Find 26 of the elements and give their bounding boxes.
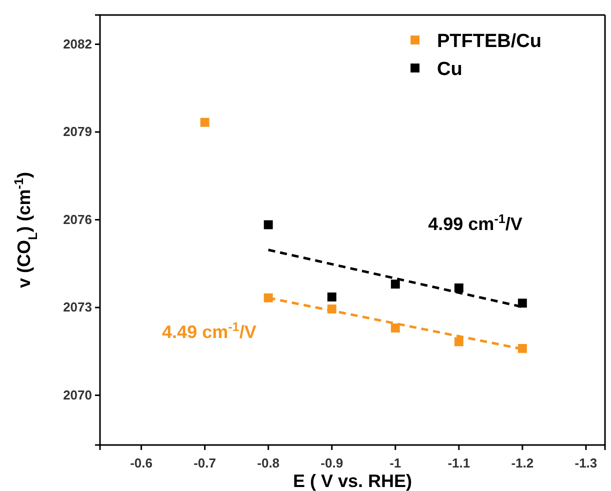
point bbox=[264, 220, 273, 230]
x-axis-title: E ( V vs. RHE) bbox=[292, 471, 412, 491]
y-tick-label: 2076 bbox=[63, 212, 92, 227]
point bbox=[390, 324, 400, 332]
y-tick-label: 2070 bbox=[63, 387, 92, 402]
x-tick-label: -1.2 bbox=[511, 455, 534, 470]
x-tick-label: -0.9 bbox=[320, 455, 344, 470]
point bbox=[518, 298, 527, 308]
y-tick-label: 2082 bbox=[63, 36, 92, 52]
x-tick-label: -0.7 bbox=[194, 455, 216, 470]
y-tick-label: 2079 bbox=[63, 124, 92, 140]
point bbox=[454, 337, 464, 346]
point bbox=[390, 280, 400, 289]
x-tick-label: -0.8 bbox=[257, 455, 280, 470]
point bbox=[454, 283, 464, 292]
x-tick-label: -1 bbox=[390, 455, 402, 470]
point bbox=[200, 118, 210, 127]
annotation: 4.49 cm$^{-1}$/V bbox=[162, 320, 256, 342]
y-tick-label: 2073 bbox=[63, 300, 92, 315]
point bbox=[327, 292, 336, 302]
x-tick-label: -0.6 bbox=[130, 455, 152, 470]
x-tick-label: -1.3 bbox=[574, 455, 598, 470]
x-tick-label: -1.1 bbox=[448, 455, 470, 470]
legend-label: PTFTEB/Cu bbox=[437, 31, 542, 52]
legend-label: Cu bbox=[437, 59, 462, 80]
annotation: 4.99 cm$^{-1}$/V bbox=[428, 212, 522, 234]
